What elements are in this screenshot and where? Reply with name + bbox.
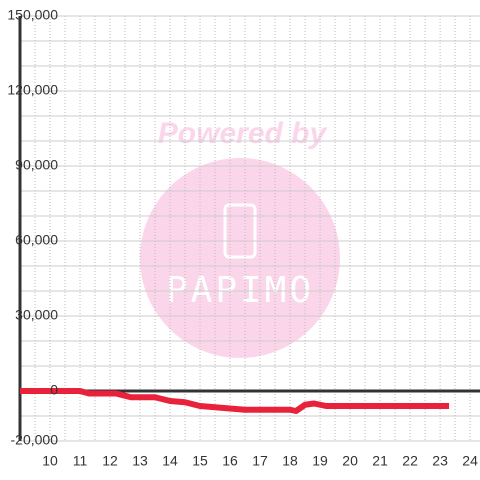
x-tick-label: 19: [312, 453, 328, 469]
x-tick-label: 13: [132, 453, 148, 469]
x-tick-label: 11: [73, 453, 88, 469]
y-tick-label: 90,000: [15, 157, 58, 173]
y-tick-label: 30,000: [15, 307, 58, 323]
x-tick-label: 17: [252, 453, 268, 469]
grid: [20, 15, 480, 442]
x-tick-label: 15: [192, 453, 208, 469]
x-tick-label: 18: [282, 453, 298, 469]
x-tick-label: 10: [42, 453, 58, 469]
y-tick-label: 150,000: [7, 7, 58, 23]
x-tick-label: 21: [372, 453, 388, 469]
data-line: [20, 388, 450, 414]
x-tick-label: 12: [102, 453, 118, 469]
x-tick-label: 20: [342, 453, 358, 469]
x-tick-label: 16: [222, 453, 238, 469]
y-tick-label: 120,000: [7, 82, 58, 98]
watermark-text: Powered by: [158, 117, 328, 150]
y-tick-label: 0: [50, 382, 58, 398]
x-tick-label: 23: [432, 453, 448, 469]
y-tick-label: -20,000: [11, 432, 59, 448]
watermark-icon: [223, 203, 257, 259]
x-tick-label: 22: [402, 453, 418, 469]
x-tick-label: 14: [162, 453, 178, 469]
y-tick-label: 60,000: [15, 232, 58, 248]
x-tick-label: 24: [462, 453, 478, 469]
plot: [18, 16, 480, 441]
